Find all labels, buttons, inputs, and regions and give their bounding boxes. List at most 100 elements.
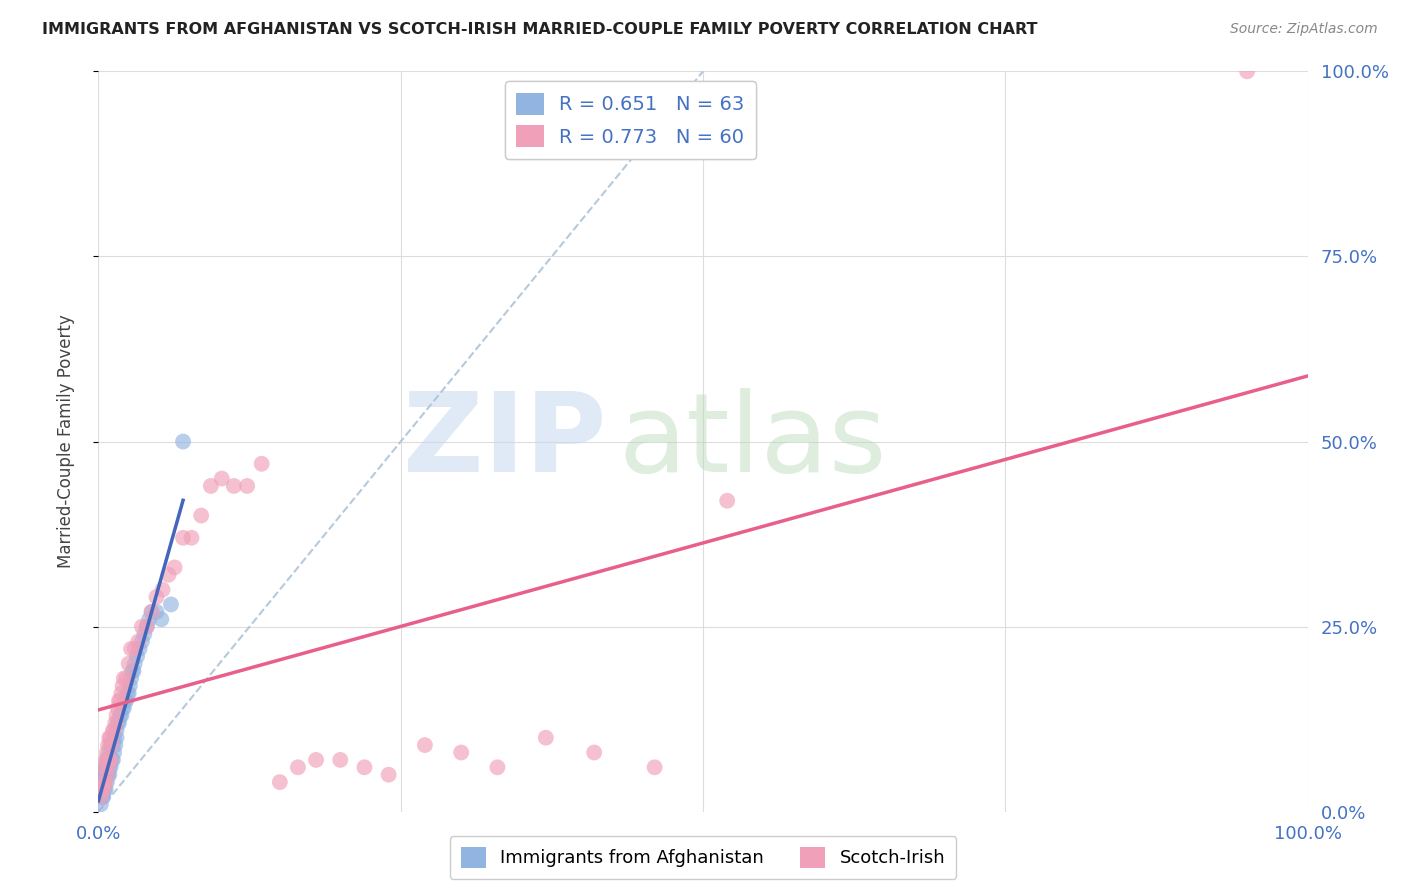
- Point: [152, 582, 174, 597]
- Point: [91, 775, 114, 789]
- Point: [118, 679, 141, 693]
- Point: [114, 694, 136, 708]
- Point: [103, 723, 125, 738]
- Point: [112, 672, 135, 686]
- Point: [124, 657, 146, 671]
- Point: [211, 471, 233, 485]
- Point: [100, 731, 122, 745]
- Point: [172, 531, 194, 545]
- Point: [1236, 64, 1258, 78]
- Point: [329, 753, 352, 767]
- Text: ZIP: ZIP: [404, 388, 606, 495]
- Point: [250, 457, 273, 471]
- Point: [160, 598, 183, 612]
- Point: [236, 479, 259, 493]
- Point: [98, 731, 121, 745]
- Point: [108, 708, 131, 723]
- Point: [180, 531, 202, 545]
- Point: [90, 789, 112, 804]
- Point: [91, 775, 114, 789]
- Point: [138, 612, 160, 626]
- Point: [93, 767, 115, 781]
- Point: [128, 641, 150, 656]
- Point: [190, 508, 212, 523]
- Point: [96, 760, 118, 774]
- Point: [353, 760, 375, 774]
- Point: [91, 782, 114, 797]
- Point: [93, 760, 115, 774]
- Point: [96, 767, 118, 781]
- Point: [131, 619, 153, 633]
- Point: [93, 782, 115, 797]
- Point: [96, 775, 118, 789]
- Point: [118, 686, 141, 700]
- Point: [94, 775, 117, 789]
- Point: [287, 760, 309, 774]
- Point: [150, 612, 173, 626]
- Point: [98, 760, 121, 774]
- Point: [100, 760, 122, 774]
- Point: [413, 738, 436, 752]
- Point: [104, 715, 127, 730]
- Point: [98, 767, 121, 781]
- Point: [269, 775, 291, 789]
- Point: [157, 567, 180, 582]
- Point: [105, 723, 128, 738]
- Point: [583, 746, 606, 760]
- Point: [94, 760, 117, 774]
- Point: [101, 723, 124, 738]
- Point: [96, 767, 118, 781]
- Point: [127, 649, 149, 664]
- Point: [135, 619, 157, 633]
- Point: [101, 753, 124, 767]
- Point: [100, 753, 122, 767]
- Point: [93, 775, 115, 789]
- Legend: R = 0.651   N = 63, R = 0.773   N = 60: R = 0.651 N = 63, R = 0.773 N = 60: [505, 81, 756, 159]
- Point: [377, 767, 399, 781]
- Point: [108, 694, 131, 708]
- Point: [108, 694, 131, 708]
- Point: [97, 767, 120, 781]
- Point: [103, 731, 125, 745]
- Point: [121, 664, 143, 678]
- Point: [100, 738, 122, 752]
- Point: [127, 634, 149, 648]
- Point: [145, 605, 167, 619]
- Point: [644, 760, 666, 774]
- Point: [118, 657, 141, 671]
- Point: [94, 767, 117, 781]
- Point: [110, 686, 132, 700]
- Point: [91, 789, 114, 804]
- Point: [98, 746, 121, 760]
- Point: [305, 753, 328, 767]
- Point: [450, 746, 472, 760]
- Point: [105, 708, 128, 723]
- Point: [200, 479, 222, 493]
- Point: [94, 782, 117, 797]
- Point: [91, 767, 114, 781]
- Point: [117, 686, 139, 700]
- Point: [96, 753, 118, 767]
- Point: [115, 694, 138, 708]
- Point: [105, 731, 128, 745]
- Point: [103, 746, 125, 760]
- Point: [120, 672, 142, 686]
- Text: atlas: atlas: [619, 388, 887, 495]
- Point: [122, 664, 145, 678]
- Point: [93, 760, 115, 774]
- Point: [112, 701, 135, 715]
- Point: [141, 605, 163, 619]
- Point: [100, 738, 122, 752]
- Point: [104, 738, 127, 752]
- Point: [90, 789, 112, 804]
- Legend: Immigrants from Afghanistan, Scotch-Irish: Immigrants from Afghanistan, Scotch-Iris…: [450, 836, 956, 879]
- Point: [486, 760, 509, 774]
- Point: [124, 641, 146, 656]
- Point: [534, 731, 557, 745]
- Point: [110, 708, 132, 723]
- Point: [222, 479, 245, 493]
- Point: [91, 782, 114, 797]
- Point: [93, 775, 115, 789]
- Point: [97, 738, 120, 752]
- Point: [90, 797, 112, 812]
